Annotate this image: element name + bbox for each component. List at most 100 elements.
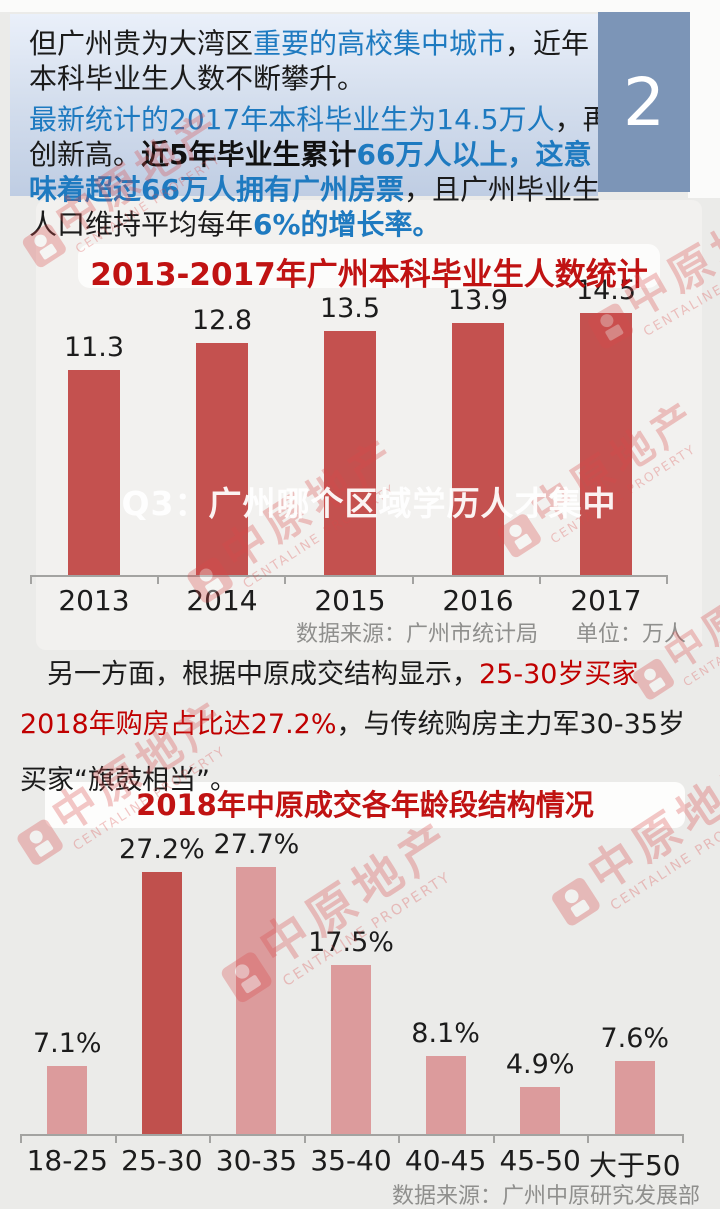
bar-value-label: 14.5 [575, 275, 637, 306]
text-segment: 重要的高校集中城市 [253, 27, 506, 60]
bar-column-2016: 13.9 [414, 265, 542, 575]
category-label-40-45: 40-45 [404, 1144, 487, 1177]
bar-column-大于50: 7.6% [587, 824, 682, 1134]
body-paragraph: 另一方面，根据中原成交结构显示，25-30岁买家 2018年购房占比达27.2%，… [20, 650, 718, 806]
bar-column-2014: 12.8 [158, 265, 286, 575]
chart1-unit: 单位：万人 [575, 622, 686, 647]
text-segment: ，与传统购房主力军30-35岁 [336, 709, 685, 740]
intro-text-box: 但广州贵为大湾区重要的高校集中城市，近年 本科毕业生人数不断攀升。 最新统计的201… [10, 14, 611, 241]
top-margin-strip [0, 0, 720, 12]
chart1-x-axis [30, 575, 668, 584]
axis-tick [209, 1136, 212, 1143]
axis-tick [284, 577, 287, 584]
axis-tick [681, 1136, 684, 1143]
bar-column-35-40: 17.5% [304, 824, 399, 1134]
bar-2015 [324, 331, 376, 575]
chart1-source-row: 数据来源：广州市统计局 单位：万人 [36, 616, 686, 648]
text-segment: 另一方面，根据中原成交结构显示， [20, 659, 479, 690]
bar-column-30-35: 27.7% [209, 824, 304, 1134]
text-segment: 6%的增长率。 [253, 208, 441, 241]
chart1-title-box [78, 244, 660, 288]
intro-line: 创新高。近5年毕业生累计66万人以上，这意 [29, 137, 591, 172]
bar-column-2013: 11.3 [30, 265, 158, 575]
bar-value-label: 27.7% [213, 829, 300, 860]
bar-2016 [452, 323, 504, 575]
chart1-title: 2013-2017年广州本科毕业生人数统计 [90, 257, 648, 293]
axis-tick [492, 1136, 495, 1143]
axis-tick [665, 577, 668, 584]
chart2-title: 2018年中原成交各年龄段结构情况 [136, 788, 594, 822]
category-label-45-50: 45-50 [499, 1144, 581, 1177]
chart1-category-labels: 2013 2014 2015 2016 2017 [30, 584, 670, 617]
axis-tick [30, 577, 32, 584]
bar-column-45-50: 4.9% [493, 824, 588, 1134]
text-segment: ，且广州毕业生 [403, 173, 600, 206]
chart1-plot: 11.3 12.8 13.5 13.9 14.5 [30, 265, 670, 575]
chart2-x-axis [20, 1134, 684, 1143]
page-number: 2 [623, 63, 665, 141]
category-label-2013: 2013 [58, 584, 130, 617]
paragraph-line: 买家“旗鼓相当”。 [20, 756, 718, 806]
bar-value-label: 13.5 [319, 293, 381, 324]
text-segment: 最新统计的2017年本科毕业生为14.5万人 [29, 103, 555, 136]
bar-column-18-25: 7.1% [20, 824, 115, 1134]
chart2-source: 数据来源：广州中原研究发展部 [391, 1184, 700, 1209]
text-segment: 25-30岁买家 [479, 659, 639, 690]
bar-column-2015: 13.5 [286, 265, 414, 575]
bar-value-label: 13.9 [447, 285, 509, 316]
axis-tick [398, 1136, 401, 1143]
intro-line: 本科毕业生人数不断攀升。 [29, 61, 588, 96]
text-segment: 味着超过66万人拥有广州房票 [29, 173, 404, 206]
axis-tick [114, 1136, 117, 1143]
chart1-source: 数据来源：广州市统计局 [295, 622, 538, 647]
bar-column-2017: 14.5 [542, 265, 670, 575]
text-segment: ，近年 [505, 27, 590, 60]
bar-value-label: 7.1% [32, 1028, 102, 1059]
chart2-source-row: 数据来源：广州中原研究发展部 [36, 1178, 700, 1209]
category-label-35-40: 35-40 [310, 1144, 392, 1177]
category-label-25-30: 25-30 [121, 1144, 203, 1177]
bar-value-label: 7.6% [600, 1023, 670, 1054]
axis-tick [538, 577, 541, 584]
text-segment: 近5年毕业生累计 [141, 138, 357, 171]
text-segment: 但广州贵为大湾区 [29, 27, 254, 60]
text-segment: 创新高。 [29, 138, 142, 171]
axis-tick [303, 1136, 306, 1143]
category-label-30-35: 30-35 [215, 1144, 298, 1177]
paragraph-line: 2018年购房占比达27.2%，与传统购房主力军30-35岁 [20, 700, 718, 750]
bar-value-label: 11.3 [63, 332, 125, 363]
axis-tick [411, 577, 414, 584]
category-label-2016: 2016 [442, 584, 514, 617]
axis-tick [20, 1136, 22, 1143]
category-label-18-25: 18-25 [26, 1144, 108, 1177]
axis-tick [157, 577, 160, 584]
category-label-2017: 2017 [570, 584, 642, 617]
category-label-2015: 2015 [314, 584, 386, 617]
bar-2017 [580, 313, 632, 575]
bar-value-label: 17.5% [308, 927, 394, 958]
bar-column-40-45: 8.1% [398, 824, 493, 1134]
bar-value-label: 8.1% [411, 1018, 480, 1049]
text-segment: 66万人以上，这意 [356, 138, 592, 171]
bar-2014 [196, 343, 248, 575]
chart2-plot: 7.1% 27.2% 27.7% 17.5% 8.1% 4.9% 7.6% [20, 824, 682, 1134]
intro-line: 但广州贵为大湾区重要的高校集中城市，近年 [29, 26, 590, 61]
axis-tick [587, 1136, 590, 1143]
bar-2013 [68, 370, 120, 575]
page-number-badge: 2 [598, 12, 690, 192]
bar-value-label: 27.2% [118, 834, 205, 865]
chart2-category-labels: 18-25 25-30 30-35 35-40 40-45 45-50 大于50 [20, 1144, 682, 1184]
text-segment: 买家“旗鼓相当”。 [20, 765, 237, 796]
bar-45-50 [520, 1087, 561, 1134]
bar-value-label: 12.8 [191, 305, 253, 336]
category-label-大于50: 大于50 [588, 1149, 681, 1182]
text-segment: 2018年购房占比达27.2% [20, 709, 337, 740]
chart2-title-box [45, 782, 685, 828]
intro-line: 人口维持平均每年6%的增长率。 [29, 207, 588, 242]
category-label-2014: 2014 [186, 584, 258, 617]
intro-line: 最新统计的2017年本科毕业生为14.5万人，再 [29, 102, 611, 137]
bar-大于50 [614, 1061, 655, 1134]
bar-30-35 [236, 867, 277, 1134]
text-segment: 本科毕业生人数不断攀升。 [29, 62, 366, 95]
